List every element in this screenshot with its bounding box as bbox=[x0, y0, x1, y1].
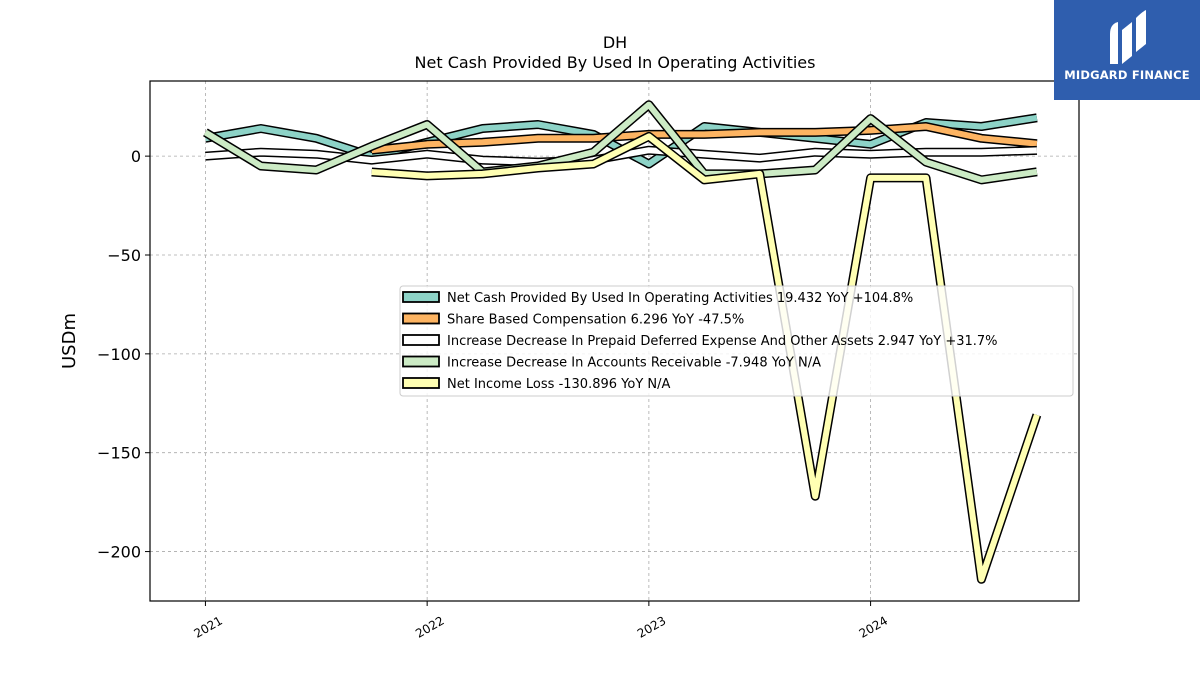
legend-swatch bbox=[402, 355, 440, 368]
y-axis-label: USDm bbox=[59, 313, 80, 369]
x-tick-label: 2023 bbox=[635, 613, 668, 640]
legend-entry-label: Increase Decrease In Accounts Receivable… bbox=[447, 356, 821, 371]
legend-entry-label: Increase Decrease In Prepaid Deferred Ex… bbox=[447, 334, 998, 349]
series-line bbox=[203, 101, 1038, 183]
legend-entry-label: Net Income Loss -130.896 YoY N/A bbox=[447, 377, 670, 392]
y-axis: 0 −50 −100 −150 −200 bbox=[97, 147, 150, 562]
y-tick-label: −200 bbox=[97, 543, 141, 562]
legend: Net Cash Provided By Used In Operating A… bbox=[399, 285, 1074, 397]
plot-frame bbox=[149, 80, 1080, 602]
y-tick-label: 0 bbox=[131, 147, 141, 166]
series-line bbox=[371, 133, 1040, 583]
y-tick-label: −150 bbox=[97, 444, 141, 463]
x-axis: 2021 2022 2023 2024 bbox=[191, 601, 890, 641]
x-tick-label: 2024 bbox=[857, 613, 890, 640]
chart-title: DH bbox=[603, 33, 627, 52]
logo-mark-icon bbox=[1110, 10, 1146, 64]
logo-text: MIDGARD FINANCE bbox=[1064, 68, 1190, 82]
midgard-finance-logo: MIDGARD FINANCE bbox=[1054, 0, 1200, 100]
y-tick-label: −100 bbox=[97, 345, 141, 364]
legend-swatch bbox=[402, 334, 440, 346]
series-layer bbox=[203, 100, 1042, 584]
legend-entry-label: Net Cash Provided By Used In Operating A… bbox=[447, 291, 913, 306]
legend-box bbox=[399, 285, 1074, 397]
x-tick-label: 2021 bbox=[191, 613, 224, 640]
series-line bbox=[371, 123, 1038, 154]
y-tick-label: −50 bbox=[107, 246, 141, 265]
legend-swatch bbox=[402, 312, 440, 325]
x-tick-label: 2022 bbox=[413, 613, 446, 640]
chart-subtitle: Net Cash Provided By Used In Operating A… bbox=[415, 53, 816, 72]
legend-swatch bbox=[402, 291, 440, 303]
legend-swatch bbox=[402, 377, 440, 389]
legend-entry-label: Share Based Compensation 6.296 YoY -47.5… bbox=[447, 313, 744, 328]
